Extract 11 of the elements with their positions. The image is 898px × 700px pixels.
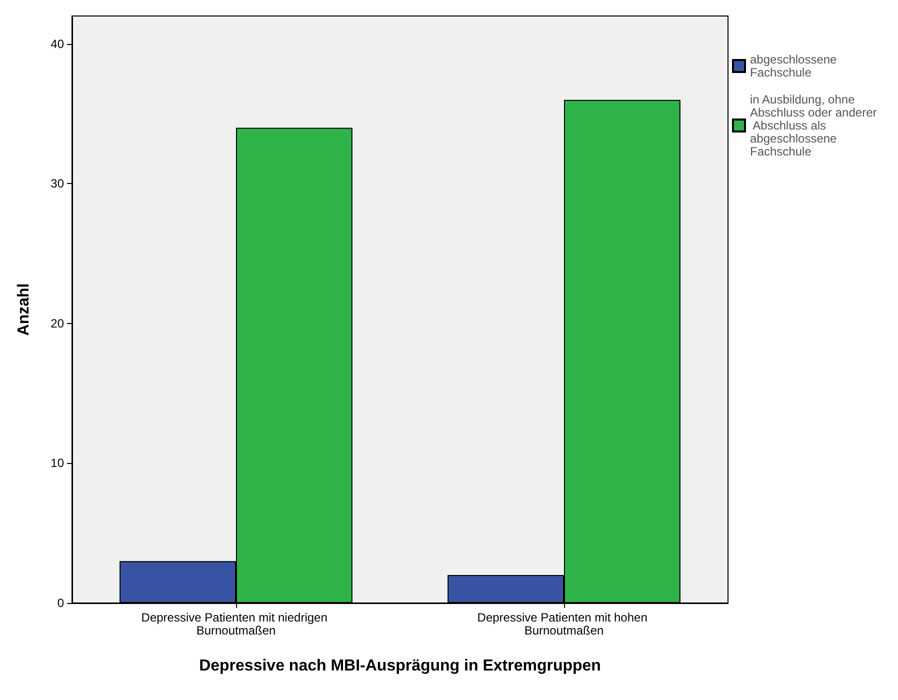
x-axis-title: Depressive nach MBI-Ausprägung in Extremgruppen [199, 658, 601, 674]
x-tick-label: Depressive Patienten mit hohen Burnoutmaßen [477, 610, 651, 638]
legend-label: abgeschlossene Fachschule [750, 52, 840, 80]
y-tick-label: 20 [50, 316, 64, 330]
x-tick-label: Depressive Patienten mit niedrigen Burnoutmaßen [141, 610, 331, 638]
y-tick-label: 30 [50, 176, 64, 191]
y-tick-label: 40 [50, 36, 64, 51]
y-tick-label: 10 [50, 456, 64, 470]
y-tick-label: 0 [57, 596, 64, 610]
y-axis-title: Anzahl [16, 283, 32, 336]
legend-label: in Ausbildung, ohne Abschluss oder anderer Abschluss als abgeschlossene Fachschule [750, 92, 877, 158]
